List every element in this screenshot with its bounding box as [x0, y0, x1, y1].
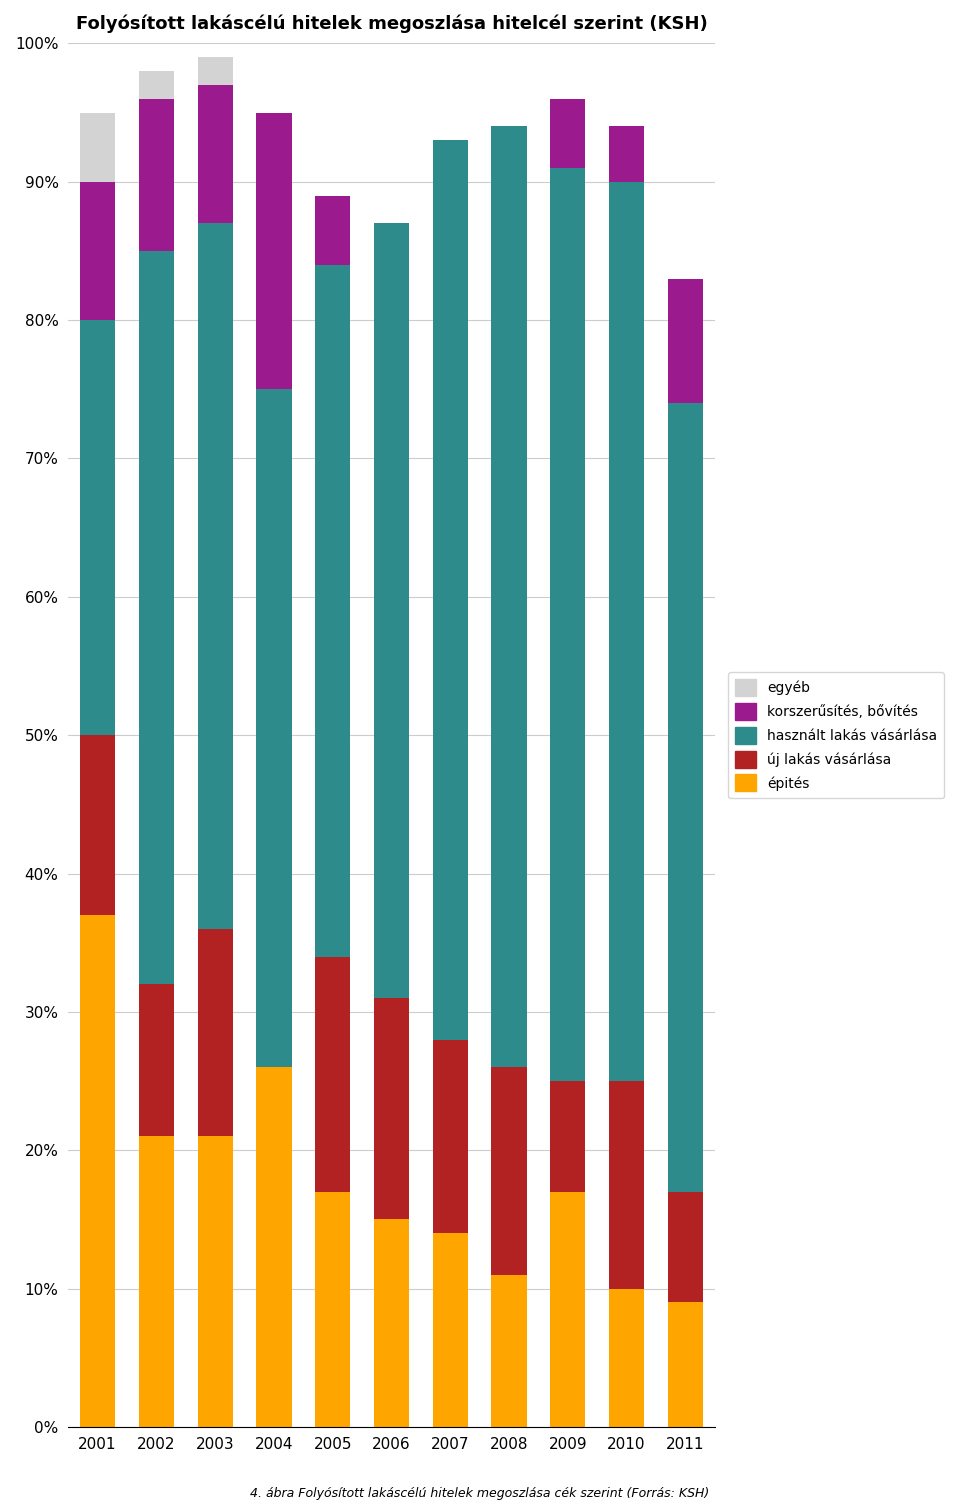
Bar	[315, 1191, 350, 1427]
Bar	[80, 735, 115, 915]
Bar	[139, 251, 174, 984]
Bar	[492, 127, 527, 1067]
Bar	[80, 915, 115, 1427]
Bar	[198, 57, 232, 85]
Bar	[667, 1191, 703, 1302]
Bar	[198, 224, 232, 928]
Title: Folyósított lakáscélú hitelek megoszlása hitelcél szerint (KSH): Folyósított lakáscélú hitelek megoszlása…	[76, 15, 708, 33]
Bar	[315, 195, 350, 265]
Bar	[550, 98, 586, 168]
Bar	[139, 984, 174, 1137]
Bar	[667, 278, 703, 404]
Bar	[550, 1081, 586, 1191]
Bar	[609, 181, 644, 1081]
Bar	[609, 1081, 644, 1288]
Bar	[315, 957, 350, 1191]
Bar	[256, 112, 292, 389]
Bar	[256, 389, 292, 1067]
Bar	[373, 998, 409, 1219]
Bar	[80, 181, 115, 321]
Bar	[139, 1137, 174, 1427]
Bar	[139, 98, 174, 251]
Bar	[198, 85, 232, 224]
Bar	[609, 1288, 644, 1427]
Bar	[492, 1067, 527, 1275]
Text: 4. ábra Folyósított lakáscélú hitelek megoszlása cék szerint (Forrás: KSH): 4. ábra Folyósított lakáscélú hitelek me…	[251, 1486, 709, 1500]
Bar	[80, 321, 115, 735]
Bar	[550, 168, 586, 1081]
Bar	[373, 224, 409, 998]
Bar	[550, 1191, 586, 1427]
Bar	[433, 141, 468, 1040]
Bar	[433, 1234, 468, 1427]
Bar	[198, 1137, 232, 1427]
Bar	[433, 1040, 468, 1234]
Bar	[609, 127, 644, 181]
Bar	[667, 1302, 703, 1427]
Bar	[373, 1219, 409, 1427]
Bar	[80, 112, 115, 181]
Bar	[492, 1275, 527, 1427]
Legend: egyéb, korszerűsítés, bővítés, használt lakás vásárlása, új lakás vásárlása, épi: egyéb, korszerűsítés, bővítés, használt …	[728, 671, 944, 798]
Bar	[315, 265, 350, 957]
Bar	[667, 404, 703, 1191]
Bar	[139, 71, 174, 98]
Bar	[198, 928, 232, 1137]
Bar	[256, 1067, 292, 1427]
